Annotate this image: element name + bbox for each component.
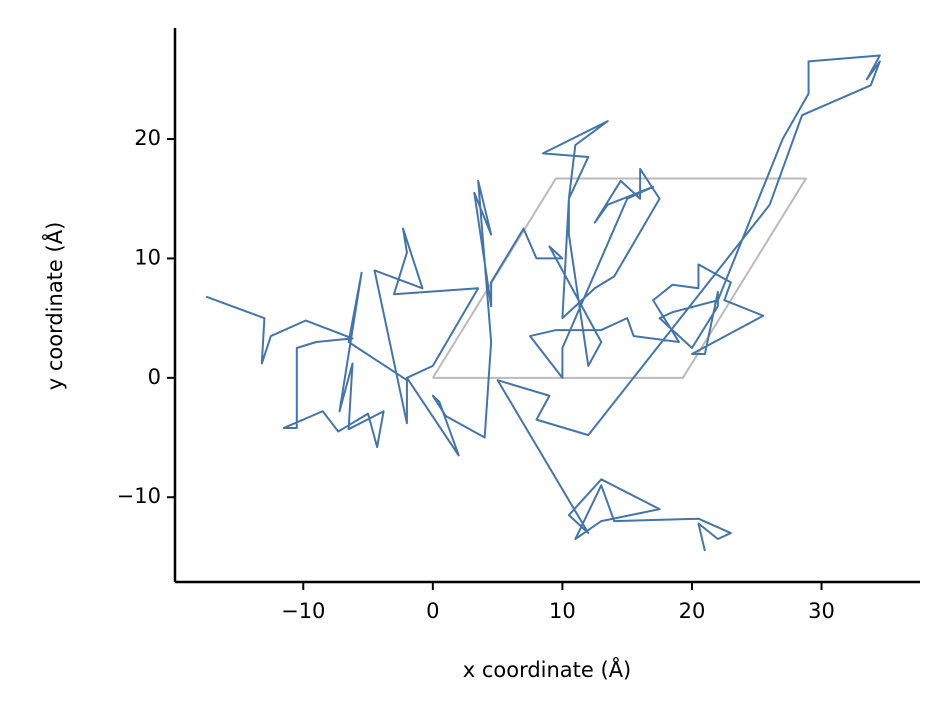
x-axis-label: x coordinate (Å) (463, 656, 632, 682)
y-axis-label: y coordinate (Å) (41, 222, 67, 391)
x-tick-label: 30 (808, 599, 835, 623)
trajectory-line (205, 54, 881, 552)
y-tick-label: −10 (117, 484, 161, 508)
x-tick-label: 20 (679, 599, 706, 623)
y-tick-label: 10 (134, 245, 161, 269)
y-tick-label: 0 (148, 365, 161, 389)
x-tick-label: −10 (281, 599, 325, 623)
x-tick-label: 0 (426, 599, 439, 623)
y-tick-label: 20 (134, 126, 161, 150)
x-tick-label: 10 (549, 599, 576, 623)
trajectory-line (431, 177, 807, 379)
